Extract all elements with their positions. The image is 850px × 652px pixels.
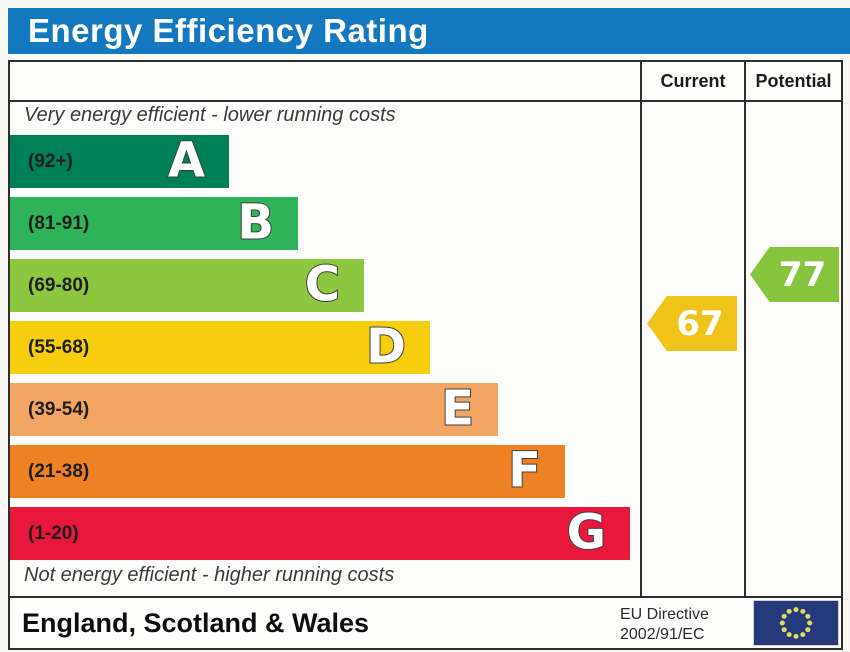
band-range-label: (81-91)	[28, 212, 90, 234]
region-label: England, Scotland & Wales	[22, 608, 370, 638]
band-row-a: (92+) A	[10, 135, 229, 188]
band-range-label: (39-54)	[28, 398, 90, 420]
band-letter: B	[236, 194, 275, 251]
band-range-label: (1-20)	[28, 522, 79, 544]
caption-very-efficient: Very energy efficient - lower running co…	[24, 104, 396, 126]
band-row-f: (21-38) F	[10, 445, 565, 498]
current-rating-arrow: 67	[647, 296, 737, 351]
band-row-e: (39-54) E	[10, 383, 498, 436]
footer-row: England, Scotland & Wales EU Directive 2…	[10, 598, 841, 648]
rating-table: Current Potential Very energy efficient …	[8, 60, 843, 650]
band-letter: C	[304, 256, 341, 313]
band-letter: F	[507, 442, 542, 499]
column-header-current: Current	[660, 71, 726, 91]
eu-flag-icon	[753, 600, 839, 646]
title-bar: Energy Efficiency Rating	[8, 8, 850, 54]
column-divider-current	[640, 62, 642, 596]
band-letter: A	[167, 132, 206, 189]
footer-top-border	[10, 596, 841, 598]
band-row-b: (81-91) B	[10, 197, 298, 250]
band-letter: D	[365, 318, 407, 375]
eu-directive-line2: 2002/91/EC	[620, 626, 705, 643]
band-range-label: (69-80)	[28, 274, 90, 296]
band-range-label: (55-68)	[28, 336, 90, 358]
band-letter: E	[440, 380, 475, 437]
band-letter: G	[566, 504, 607, 561]
band-row-d: (55-68) D	[10, 321, 430, 374]
eu-directive-label: EU Directive 2002/91/EC	[620, 605, 709, 645]
band-row-c: (69-80) C	[10, 259, 364, 312]
potential-rating-arrow: 77	[750, 247, 839, 302]
caption-not-efficient: Not energy efficient - higher running co…	[24, 564, 395, 586]
column-header-potential: Potential	[755, 71, 832, 91]
current-rating-value: 67	[676, 303, 724, 344]
page-title: Energy Efficiency Rating	[28, 12, 429, 49]
band-range-label: (92+)	[28, 150, 73, 172]
band-range-label: (21-38)	[28, 460, 90, 482]
band-row-g: (1-20) G	[10, 507, 630, 560]
eu-directive-line1: EU Directive	[620, 606, 709, 623]
column-divider-potential	[744, 62, 746, 596]
potential-rating-value: 77	[778, 254, 827, 295]
header-underline	[10, 100, 841, 102]
